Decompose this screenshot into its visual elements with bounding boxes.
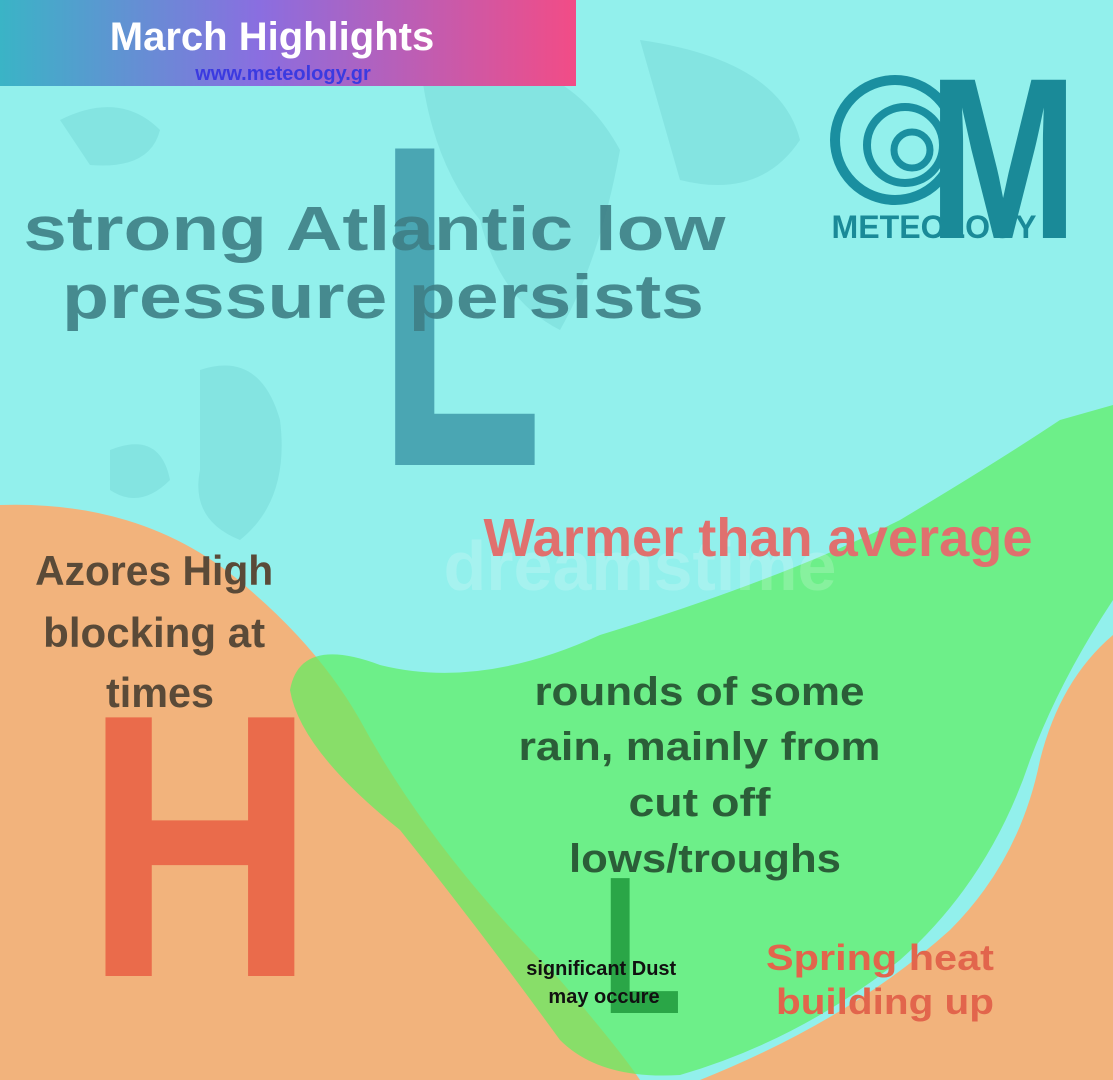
logo-wave — [890, 128, 934, 172]
annotation-line: significant Dust — [526, 958, 676, 980]
header-banner — [0, 0, 576, 86]
logo-wave — [830, 75, 960, 205]
annotation-line: pressure persists — [62, 263, 704, 332]
logo-name: METEOLOGY — [832, 209, 1037, 245]
header-url: www.meteology.gr — [194, 63, 371, 85]
high-pressure-letter: H — [84, 636, 316, 1056]
landmass — [60, 40, 800, 540]
watermark: dreamstime — [444, 527, 837, 605]
annotation-line: Spring heat — [766, 937, 994, 978]
logo-wave — [863, 103, 947, 187]
annotation: rounds of some rain, mainly from cut off… — [518, 670, 891, 881]
annotation: Warmer than average — [484, 508, 1033, 568]
logo: M METEOLOGY — [830, 30, 1078, 287]
annotation-line: building up — [776, 981, 994, 1022]
annotation: Azores High blocking at times — [35, 547, 285, 716]
annotation-line: cut off — [628, 781, 771, 825]
warm-rain-region — [290, 405, 1113, 1076]
annotation-line: blocking at — [43, 609, 265, 656]
low-pressure-letter: L — [602, 836, 682, 1055]
logo-letter: M — [928, 30, 1078, 287]
annotation-line: Azores High — [35, 547, 273, 594]
annotation-line: times — [106, 669, 214, 716]
high-pressure-region — [0, 504, 640, 1080]
annotation: significant Dust may occure — [526, 958, 682, 1008]
annotation: strong Atlantic low pressure persists — [23, 195, 742, 332]
annotation: Spring heat building up — [766, 937, 1004, 1022]
annotation-line: may occure — [548, 986, 659, 1008]
header-title: March Highlights — [110, 15, 434, 59]
low-pressure-letter: L — [377, 50, 543, 563]
heat-region — [700, 635, 1113, 1080]
annotation-line: lows/troughs — [569, 837, 841, 881]
annotation-line: strong Atlantic low — [23, 195, 726, 264]
annotation-line: rain, mainly from — [518, 725, 880, 769]
annotation-line: rounds of some — [534, 670, 864, 714]
